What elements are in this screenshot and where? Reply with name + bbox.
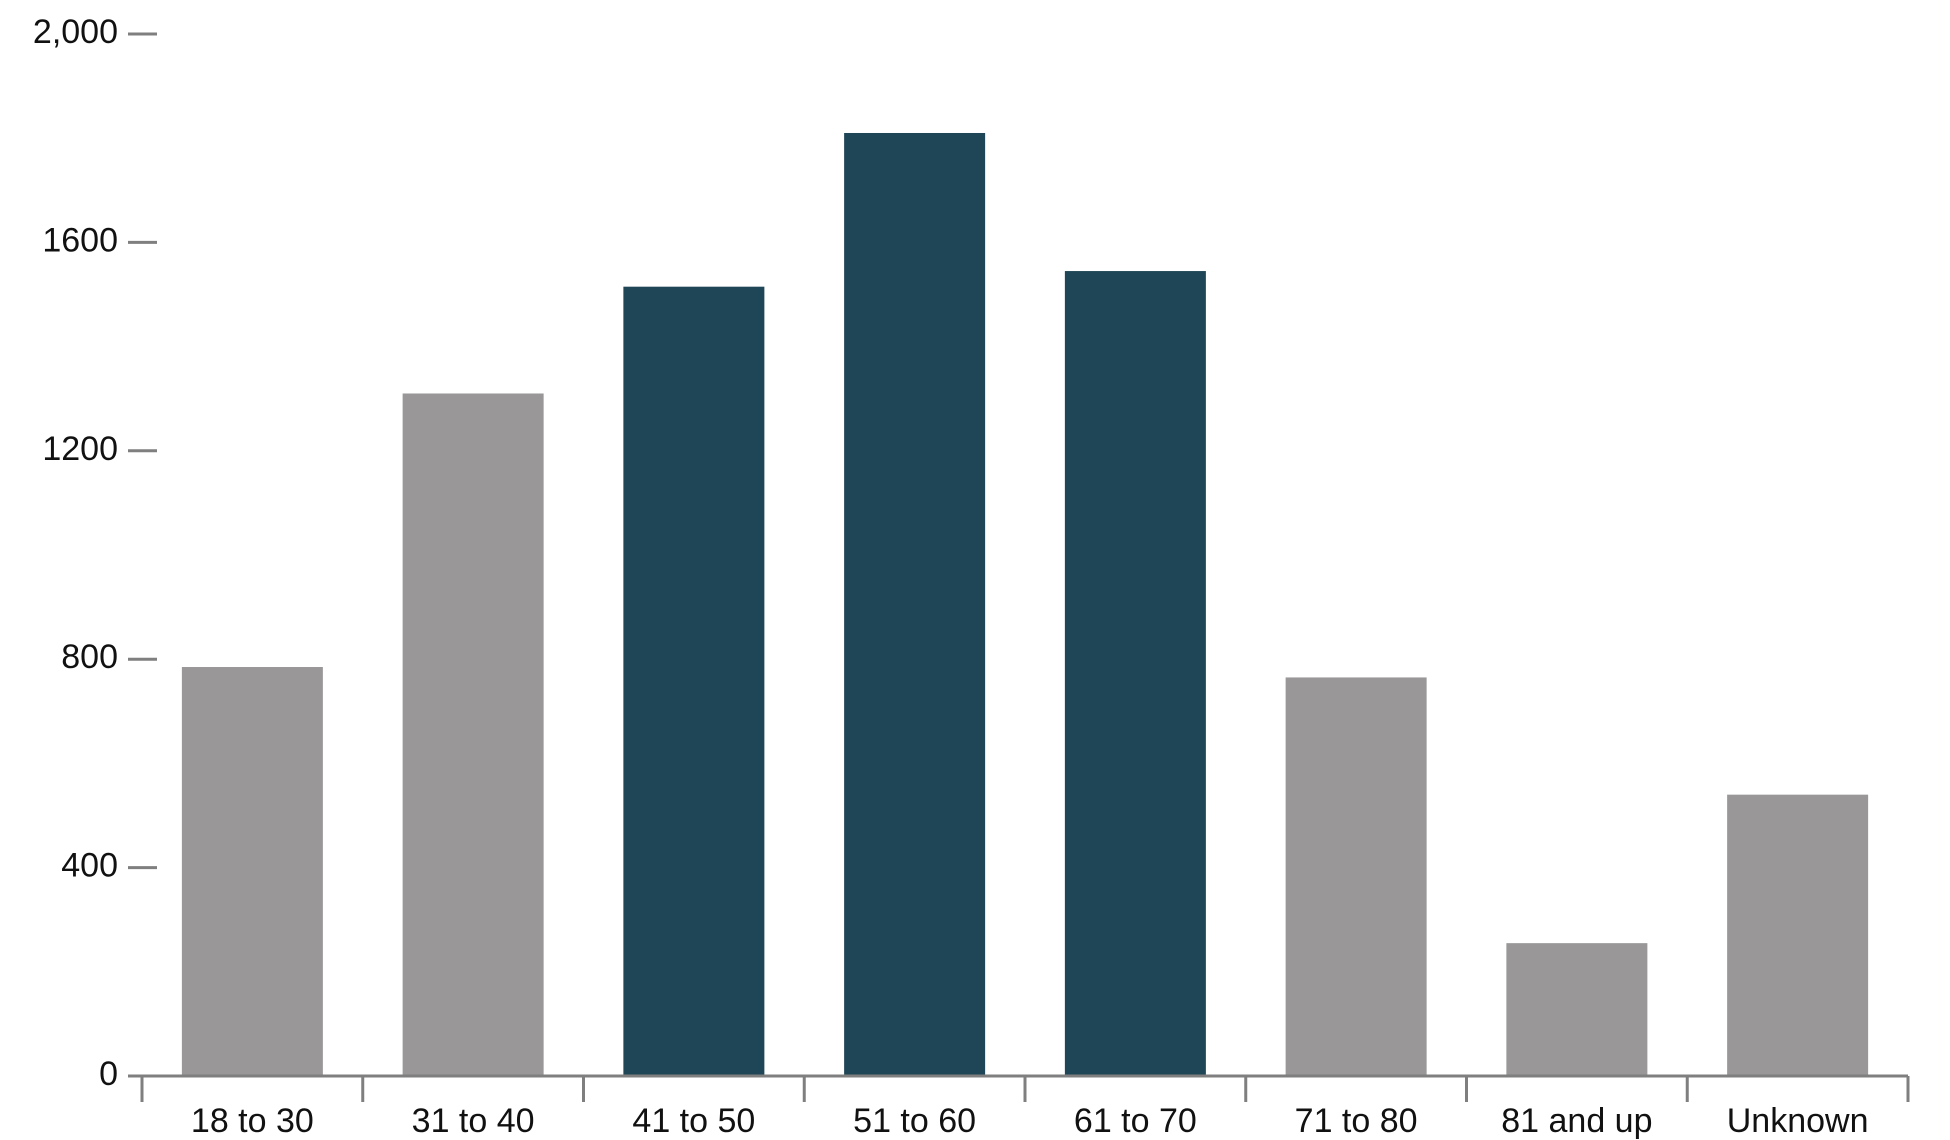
x-tick-label: 71 to 80 [1295, 1102, 1418, 1140]
y-tick-label: 800 [61, 638, 118, 676]
bar [1727, 794, 1869, 1076]
x-tick-label: 41 to 50 [632, 1102, 755, 1140]
y-tick-label: 400 [61, 847, 118, 885]
x-tick-label: 31 to 40 [412, 1102, 535, 1140]
bar [1506, 943, 1648, 1076]
bar [844, 132, 986, 1077]
bar [1064, 271, 1206, 1076]
y-tick-label: 0 [99, 1055, 118, 1093]
x-tick-label: 61 to 70 [1074, 1102, 1197, 1140]
bar [623, 286, 765, 1076]
bar [181, 667, 323, 1076]
x-tick-label: 18 to 30 [191, 1102, 314, 1140]
y-tick-label: 2,000 [33, 13, 118, 51]
bar [1285, 677, 1427, 1076]
y-tick-label: 1200 [42, 430, 118, 468]
bar [402, 393, 544, 1076]
x-tick-label: 81 and up [1501, 1102, 1652, 1140]
x-tick-label: 51 to 60 [853, 1102, 976, 1140]
y-tick-label: 1600 [42, 221, 118, 259]
x-tick-label: Unknown [1727, 1102, 1869, 1140]
